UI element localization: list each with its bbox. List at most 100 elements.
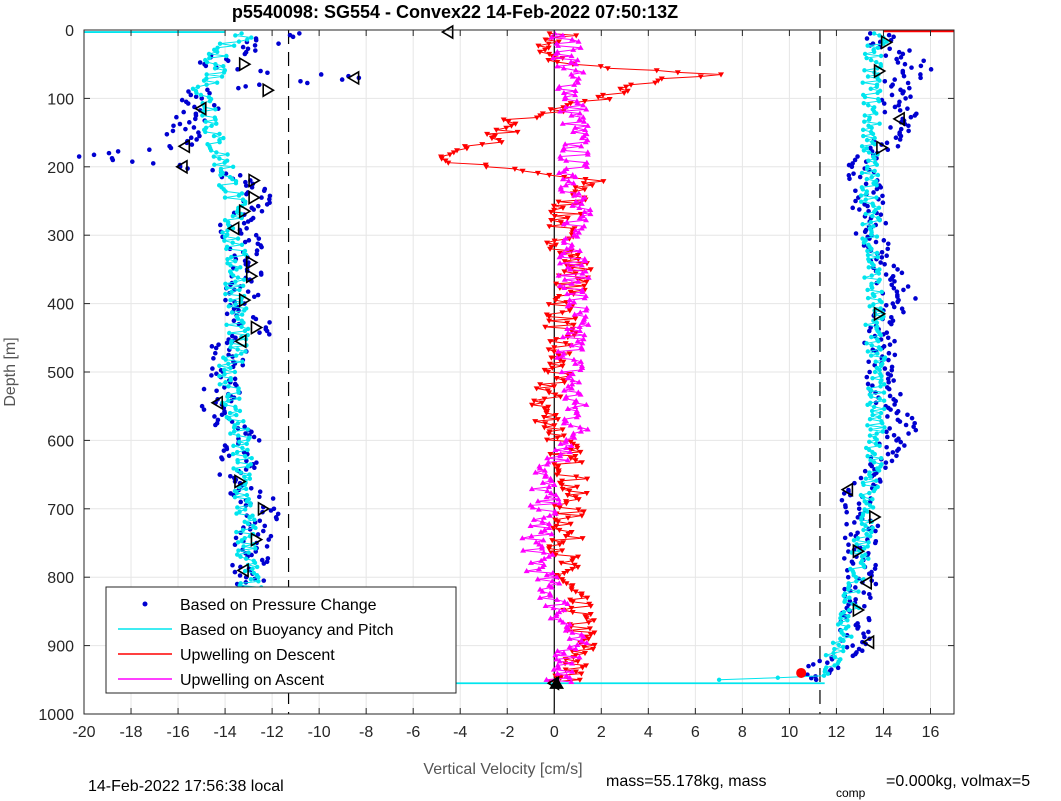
velocity-dot bbox=[218, 172, 223, 178]
velocity-dot bbox=[255, 292, 261, 298]
velocity-dot bbox=[213, 422, 218, 428]
velocity-dot bbox=[898, 126, 904, 132]
event-marker bbox=[852, 543, 866, 559]
velocity-dot bbox=[217, 472, 223, 477]
upwelling-marker bbox=[530, 516, 537, 522]
velocity-dot bbox=[907, 48, 912, 53]
velocity-dot bbox=[905, 106, 910, 111]
velocity-dot bbox=[240, 445, 245, 451]
velocity-dot bbox=[881, 41, 886, 46]
velocity-dot bbox=[235, 449, 240, 455]
velocity-dot bbox=[318, 72, 324, 77]
velocity-dot bbox=[867, 31, 873, 36]
velocity-dot bbox=[878, 347, 883, 352]
velocity-dot bbox=[846, 542, 851, 548]
velocity-dot bbox=[870, 131, 876, 137]
upwelling-marker bbox=[554, 42, 561, 48]
upwelling-marker bbox=[578, 593, 585, 599]
velocity-dot bbox=[863, 476, 869, 481]
velocity-dot bbox=[838, 611, 844, 617]
upwelling-marker bbox=[549, 578, 556, 584]
velocity-dot bbox=[832, 663, 837, 668]
upwelling-marker bbox=[569, 660, 576, 666]
velocity-dot bbox=[233, 181, 239, 186]
velocity-dot bbox=[242, 239, 248, 245]
upwelling-marker bbox=[545, 369, 552, 375]
velocity-dot bbox=[918, 75, 923, 81]
velocity-dot bbox=[235, 540, 241, 545]
velocity-dot bbox=[842, 535, 848, 541]
velocity-dot bbox=[245, 464, 251, 469]
velocity-dot bbox=[848, 532, 854, 537]
y-tick-label: 0 bbox=[65, 23, 74, 40]
upwelling-marker bbox=[572, 589, 579, 595]
upwelling-marker bbox=[557, 440, 564, 446]
velocity-dot bbox=[243, 84, 248, 89]
upwelling-marker bbox=[519, 535, 526, 541]
upwelling-marker bbox=[548, 209, 555, 215]
velocity-dot bbox=[214, 150, 219, 155]
upwelling-marker bbox=[523, 568, 530, 574]
velocity-dot bbox=[867, 439, 872, 444]
velocity-dot bbox=[864, 191, 869, 196]
upwelling-marker bbox=[560, 221, 567, 227]
upwelling-marker bbox=[569, 668, 576, 674]
upwelling-marker bbox=[580, 644, 587, 650]
velocity-dot bbox=[886, 386, 892, 392]
velocity-dot bbox=[893, 135, 899, 141]
velocity-dot bbox=[849, 634, 854, 639]
velocity-dot bbox=[267, 320, 272, 325]
upwelling-marker bbox=[567, 101, 574, 107]
velocity-dot bbox=[868, 145, 873, 151]
velocity-dot bbox=[224, 285, 230, 291]
upwelling-marker bbox=[566, 449, 573, 455]
event-marker bbox=[859, 575, 872, 591]
upwelling-marker bbox=[585, 274, 592, 280]
velocity-dot bbox=[249, 35, 254, 40]
upwelling-marker bbox=[546, 512, 553, 518]
velocity-dot bbox=[899, 270, 905, 276]
velocity-dot bbox=[825, 671, 831, 676]
velocity-dot bbox=[863, 322, 868, 328]
upwelling-marker bbox=[539, 545, 546, 551]
velocity-dot bbox=[237, 396, 242, 401]
velocity-dot bbox=[806, 663, 811, 669]
upwelling-marker bbox=[537, 382, 544, 388]
velocity-dot bbox=[864, 374, 870, 380]
velocity-dot bbox=[868, 458, 873, 463]
upwelling-marker bbox=[568, 678, 575, 684]
upwelling-marker bbox=[539, 563, 546, 570]
upwelling-marker bbox=[535, 506, 542, 512]
velocity-dot bbox=[909, 65, 914, 70]
upwelling-marker bbox=[536, 541, 543, 547]
event-marker bbox=[238, 292, 252, 308]
upwelling-marker bbox=[531, 398, 538, 404]
velocity-dot bbox=[879, 289, 884, 295]
upwelling-marker bbox=[574, 564, 581, 570]
velocity-dot bbox=[846, 173, 852, 178]
upwelling-marker bbox=[570, 322, 577, 328]
velocity-dot bbox=[268, 533, 274, 539]
velocity-dot bbox=[224, 322, 229, 328]
velocity-dot bbox=[251, 207, 257, 212]
velocity-dot bbox=[223, 281, 228, 286]
velocity-dot bbox=[187, 120, 192, 125]
velocity-dot bbox=[872, 540, 878, 546]
x-tick-label: -18 bbox=[119, 724, 142, 741]
velocity-dot bbox=[236, 39, 242, 44]
velocity-dot bbox=[841, 593, 846, 598]
upwelling-marker bbox=[557, 108, 564, 114]
upwelling-marker bbox=[568, 605, 575, 611]
x-tick-label: -10 bbox=[308, 724, 331, 741]
velocity-dot bbox=[210, 366, 215, 371]
velocity-dot bbox=[859, 648, 865, 654]
upwelling-marker bbox=[548, 490, 555, 496]
upwelling-marker bbox=[553, 281, 560, 287]
velocity-dot bbox=[230, 213, 236, 219]
velocity-dot bbox=[237, 287, 242, 293]
velocity-dot bbox=[874, 59, 879, 65]
event-marker bbox=[873, 306, 887, 322]
upwelling-marker bbox=[556, 282, 563, 288]
velocity-dot bbox=[256, 575, 261, 580]
upwelling-marker bbox=[580, 69, 587, 75]
